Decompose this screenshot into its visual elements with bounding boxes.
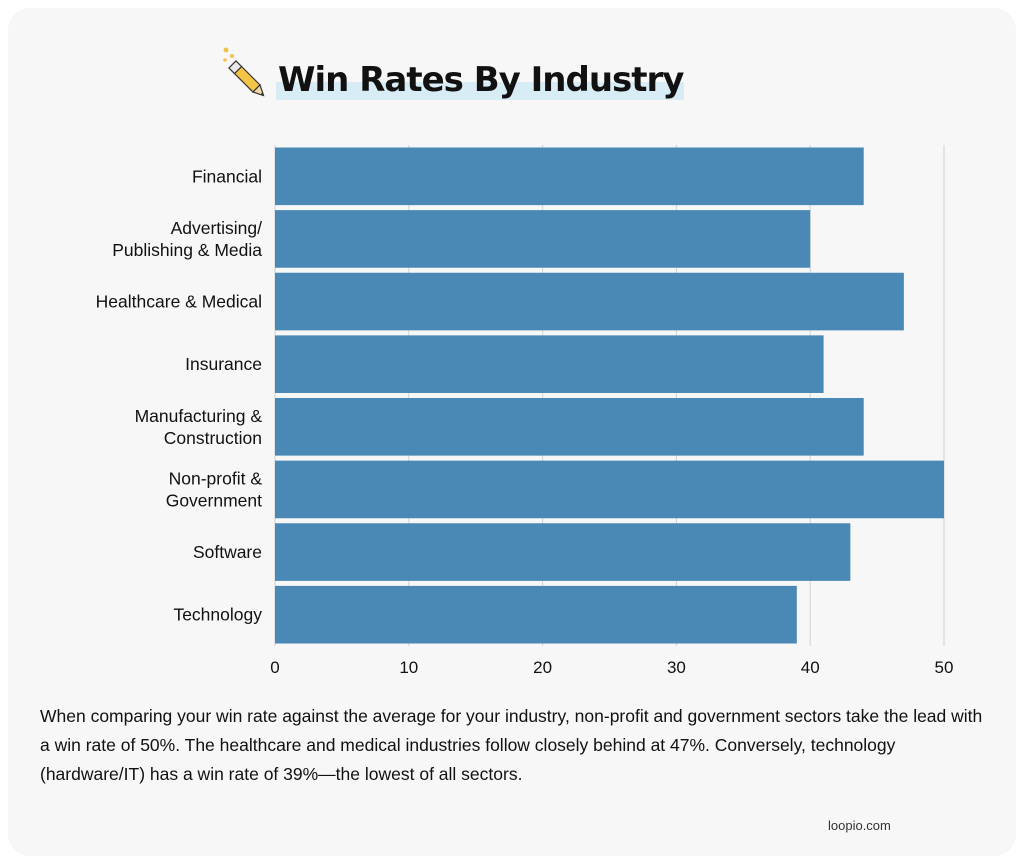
x-tick-label: 0 <box>270 658 279 677</box>
title-highlight <box>276 82 684 100</box>
x-tick-label: 40 <box>801 658 820 677</box>
category-label: Manufacturing & Construction <box>135 406 263 448</box>
category-label: Non-profit & Government <box>166 468 263 510</box>
x-tick-label: 50 <box>935 658 954 677</box>
bar <box>275 398 864 456</box>
bar <box>275 523 851 581</box>
pencil-icon <box>223 47 265 97</box>
x-tick-label: 30 <box>667 658 686 677</box>
category-label: Healthcare & Medical <box>96 292 262 312</box>
category-label: Advertising/Publishing & Media <box>112 218 262 260</box>
bar <box>275 585 797 644</box>
bar <box>275 272 904 331</box>
category-label: Technology <box>173 605 262 625</box>
x-tick-label: 20 <box>533 658 552 677</box>
title-block: Win Rates By Industry <box>216 46 696 110</box>
x-tick-label: 10 <box>399 658 418 677</box>
category-label: Software <box>193 542 262 562</box>
category-label: Insurance <box>185 354 262 374</box>
category-label: Financial <box>192 166 262 186</box>
bar <box>275 460 944 519</box>
bar <box>275 147 864 206</box>
chart-caption: When comparing your win rate against the… <box>40 706 983 784</box>
brand-footer: loopio.com <box>828 818 891 833</box>
bar <box>275 210 811 268</box>
chart-title: Win Rates By Industry <box>278 60 684 100</box>
bar <box>275 335 824 393</box>
bar-chart: 0 10 20 30 40 50 Financial Advertising/Publishi… <box>96 145 954 677</box>
